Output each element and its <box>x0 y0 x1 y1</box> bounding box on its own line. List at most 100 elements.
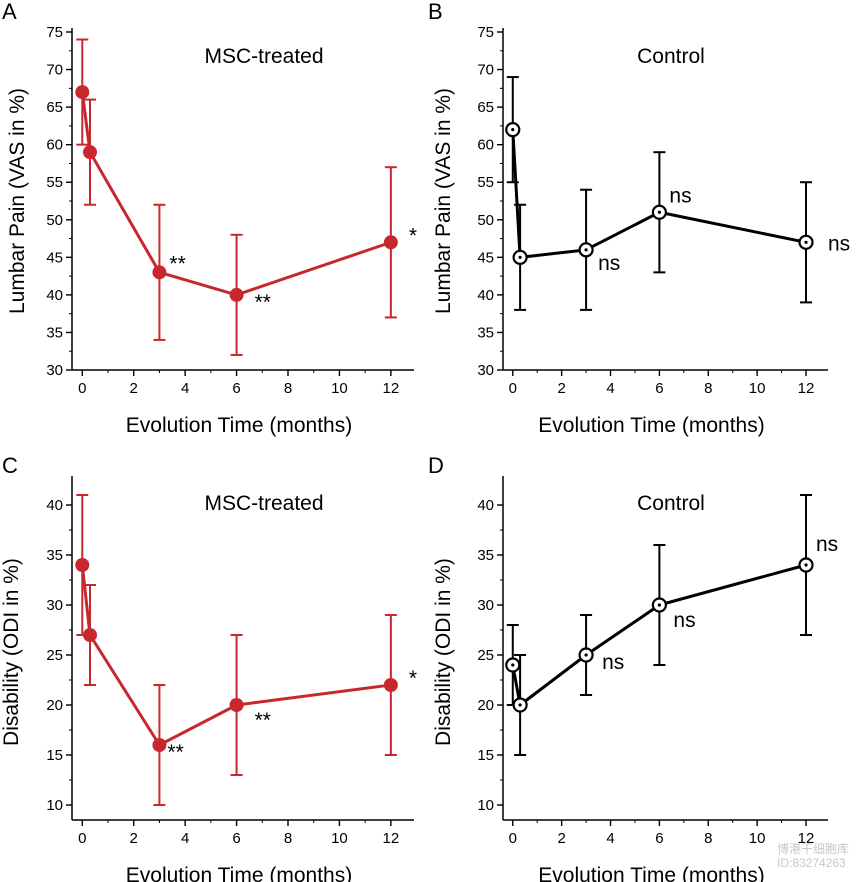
significance-label: ns <box>828 232 850 255</box>
data-point-center <box>511 128 515 132</box>
x-tick-label: 2 <box>557 380 565 397</box>
x-tick-label: 6 <box>232 830 240 847</box>
data-point <box>152 265 167 280</box>
panel-a: A MSC-treated 30 35 40 45 50 55 60 65 70 75 0 2 4 6 8 10 1… <box>2 0 417 437</box>
watermark-line-2: ID:83274263 <box>776 856 846 870</box>
y-tick-label: 35 <box>46 547 63 564</box>
data-point <box>152 738 167 752</box>
y-tick-label: 20 <box>46 697 63 714</box>
significance-label: ** <box>255 291 271 314</box>
significance-label: ** <box>169 252 185 275</box>
panel-c: C MSC-treated 10 15 20 25 30 35 40 0 2 4 6 8 10 12 Evolu… <box>0 453 417 882</box>
x-axis-title: Evolution Time (months) <box>126 414 352 437</box>
panel-letter: D <box>428 453 444 478</box>
x-tick-label: 4 <box>181 380 189 397</box>
y-tick-label: 40 <box>477 287 494 304</box>
data-point-center <box>804 240 808 244</box>
y-tick-label: 75 <box>477 24 494 41</box>
x-tick-label: 4 <box>606 380 614 397</box>
series <box>75 38 398 356</box>
x-tick-label: 0 <box>509 380 517 397</box>
x-tick-label: 0 <box>78 830 86 847</box>
data-point-center <box>511 663 515 667</box>
y-axis-title: Lumbar Pain (VAS in %) <box>432 88 455 314</box>
y-tick-label: 55 <box>46 174 63 191</box>
y-tick-label: 25 <box>477 647 494 664</box>
y-axis-title: Disability (ODI in %) <box>0 558 23 746</box>
y-tick-label: 60 <box>46 137 63 154</box>
x-tick-label: 8 <box>704 380 712 397</box>
significance-label: ** <box>167 741 183 764</box>
chart-title: MSC-treated <box>204 492 323 515</box>
data-point <box>229 698 244 712</box>
x-tick-label: 6 <box>655 830 663 847</box>
data-point <box>83 145 97 160</box>
x-tick-label: 0 <box>78 380 86 397</box>
y-tick-label: 20 <box>477 697 494 714</box>
x-tick-label: 0 <box>509 830 517 847</box>
panel-letter: A <box>2 0 17 24</box>
y-axis-title: Disability (ODI in %) <box>432 558 455 746</box>
chart-title: Control <box>637 492 705 515</box>
x-tick-label: 8 <box>284 380 292 397</box>
x-tick-label: 8 <box>704 830 712 847</box>
x-tick-label: 4 <box>606 830 614 847</box>
y-tick-label: 15 <box>477 747 494 764</box>
chart-title: Control <box>637 45 705 68</box>
y-tick-label: 15 <box>46 747 63 764</box>
y-tick-label: 30 <box>477 597 494 614</box>
x-axis-title: Evolution Time (months) <box>538 414 764 437</box>
y-tick-label: 35 <box>477 324 494 341</box>
significance-label: ns <box>602 651 624 674</box>
x-tick-label: 12 <box>383 830 400 847</box>
data-point <box>83 628 97 642</box>
x-tick-label: 6 <box>232 380 240 397</box>
x-tick-label: 12 <box>383 380 400 397</box>
y-axis-title: Lumbar Pain (VAS in %) <box>6 88 29 314</box>
y-tick-label: 55 <box>477 174 494 191</box>
data-point <box>383 678 398 692</box>
y-tick-label: 65 <box>477 99 494 116</box>
y-tick-label: 65 <box>46 99 63 116</box>
y-tick-label: 50 <box>477 212 494 229</box>
x-tick-label: 2 <box>557 830 565 847</box>
y-tick-label: 60 <box>477 137 494 154</box>
y-tick-label: 70 <box>46 62 63 79</box>
panel-b: B Control 30 35 40 45 50 55 60 65 70 75 0 2 4 6 8 10 12 Evo… <box>428 0 850 437</box>
x-tick-label: 10 <box>331 380 348 397</box>
x-axis-title: Evolution Time (months) <box>538 864 764 882</box>
series <box>505 76 814 311</box>
y-tick-label: 35 <box>46 324 63 341</box>
data-point-center <box>584 248 588 252</box>
significance-label: ** <box>255 709 271 732</box>
data-point <box>229 287 244 302</box>
series <box>505 494 814 756</box>
x-tick-label: 6 <box>655 380 663 397</box>
x-axis-title: Evolution Time (months) <box>126 864 352 882</box>
y-tick-label: 40 <box>46 497 63 514</box>
y-tick-label: 45 <box>477 249 494 266</box>
y-tick-label: 40 <box>46 287 63 304</box>
panel-letter: C <box>2 453 18 478</box>
significance-label: ns <box>816 533 838 556</box>
data-point <box>75 85 90 100</box>
y-tick-label: 30 <box>46 362 63 379</box>
chart-title: MSC-treated <box>204 45 323 68</box>
y-tick-label: 10 <box>46 797 63 814</box>
x-tick-label: 2 <box>130 830 138 847</box>
y-tick-label: 30 <box>46 597 63 614</box>
x-tick-label: 4 <box>181 830 189 847</box>
x-tick-label: 10 <box>331 830 348 847</box>
x-tick-label: 10 <box>749 380 766 397</box>
watermark-line-1: 博港干细胞库 <box>776 842 849 856</box>
y-tick-label: 30 <box>477 362 494 379</box>
x-tick-label: 10 <box>749 830 766 847</box>
data-point-center <box>584 653 588 657</box>
data-point-center <box>657 603 661 607</box>
y-tick-label: 35 <box>477 547 494 564</box>
data-point-center <box>518 255 522 259</box>
x-tick-label: 2 <box>130 380 138 397</box>
data-point-center <box>804 563 808 567</box>
data-point <box>75 558 90 572</box>
